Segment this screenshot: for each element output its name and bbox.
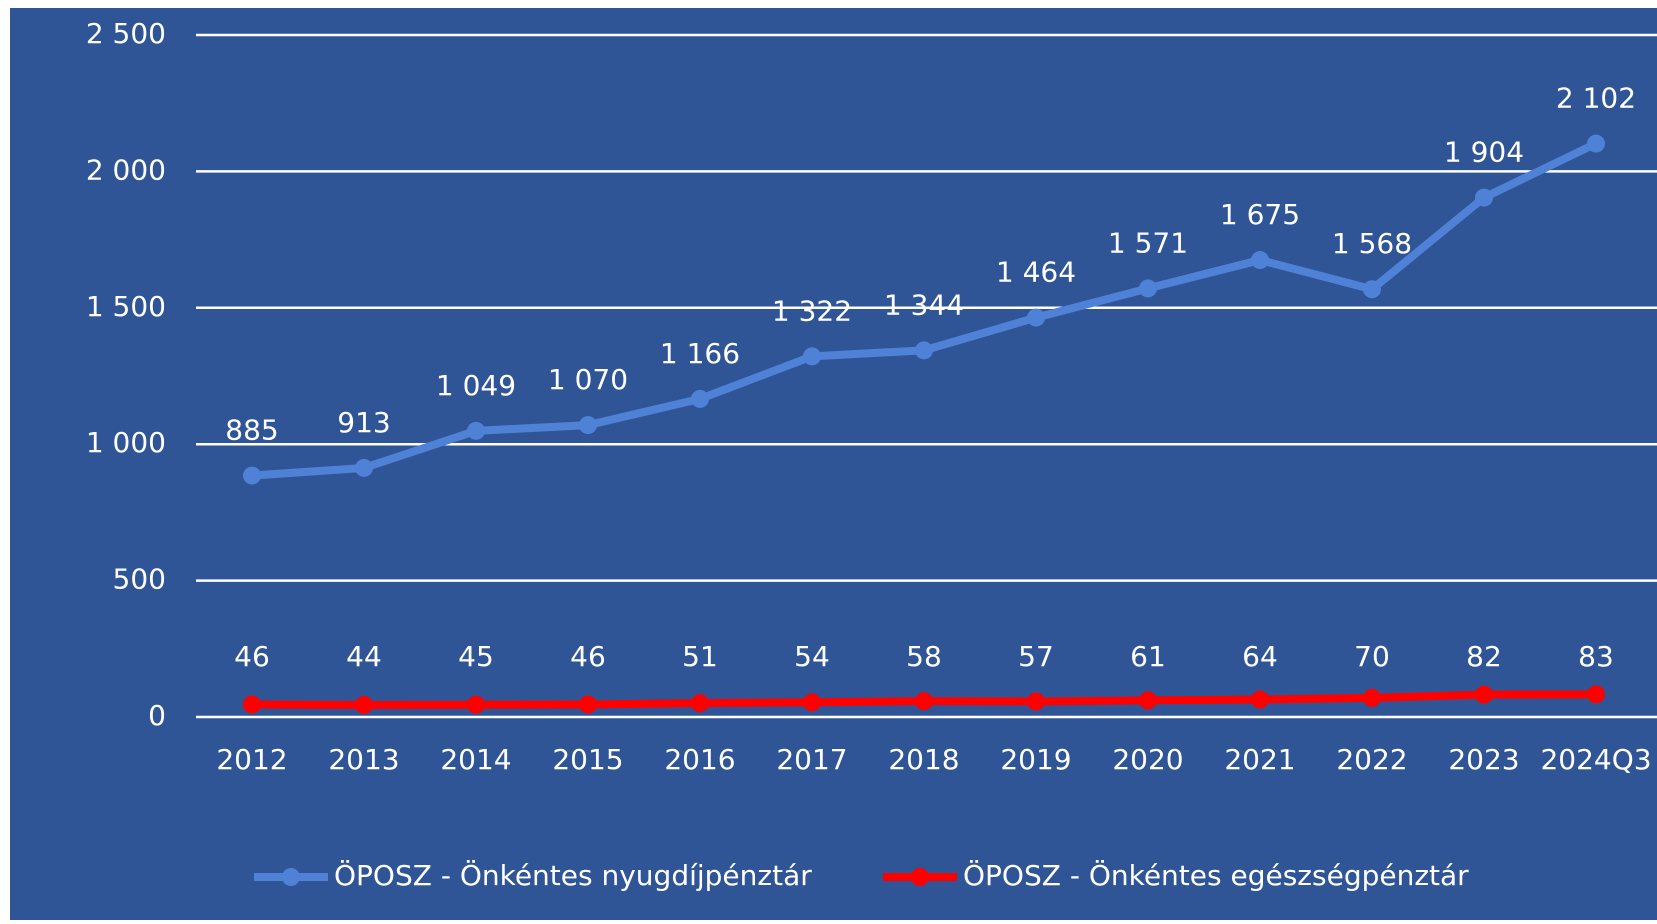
legend-marker <box>911 868 929 886</box>
data-point <box>1251 690 1269 709</box>
x-tick-label: 2014 <box>440 743 511 776</box>
legend-label: ÖPOSZ - Önkéntes nyugdíjpénztár <box>334 858 812 892</box>
data-label: 1 322 <box>772 294 852 327</box>
data-point <box>1139 691 1157 710</box>
data-point <box>1251 251 1269 270</box>
x-tick-label: 2020 <box>1112 743 1183 776</box>
x-tick-label: 2016 <box>664 743 735 776</box>
x-tick-label: 2017 <box>776 743 847 776</box>
data-label: 885 <box>225 414 278 447</box>
data-point <box>355 458 373 477</box>
data-point <box>579 416 597 435</box>
legend-marker <box>282 868 300 886</box>
data-label: 70 <box>1354 640 1390 673</box>
data-label: 1 166 <box>660 337 740 370</box>
x-tick-label: 2021 <box>1224 743 1295 776</box>
data-label: 58 <box>906 640 942 673</box>
data-label: 83 <box>1578 640 1614 673</box>
x-tick-label: 2013 <box>328 743 399 776</box>
data-label: 51 <box>682 640 718 673</box>
x-tick-label: 2015 <box>552 743 623 776</box>
data-label: 46 <box>234 640 270 673</box>
data-label: 54 <box>794 640 830 673</box>
data-label: 1 904 <box>1444 136 1524 169</box>
y-tick-label: 500 <box>113 563 166 596</box>
data-point <box>1027 308 1045 327</box>
data-label: 45 <box>458 640 494 673</box>
x-tick-label: 2022 <box>1336 743 1407 776</box>
data-point <box>915 692 933 711</box>
data-label: 1 344 <box>884 288 964 321</box>
data-point <box>1587 134 1605 153</box>
data-label: 2 102 <box>1556 82 1636 115</box>
y-tick-label: 1 500 <box>86 290 166 323</box>
data-point <box>691 389 709 408</box>
data-point <box>691 694 709 713</box>
data-label: 1 675 <box>1220 198 1300 231</box>
x-tick-label: 2012 <box>216 743 287 776</box>
data-label: 44 <box>346 640 382 673</box>
data-point <box>803 347 821 366</box>
data-point <box>243 695 261 714</box>
data-label: 913 <box>337 406 390 439</box>
data-label: 1 568 <box>1332 227 1412 260</box>
data-label: 1 464 <box>996 256 1076 289</box>
data-label: 82 <box>1466 640 1502 673</box>
data-point <box>579 695 597 714</box>
data-label: 61 <box>1130 640 1166 673</box>
y-tick-label: 2 500 <box>86 17 166 50</box>
y-tick-label: 2 000 <box>86 153 166 186</box>
data-label: 1 049 <box>436 369 516 402</box>
data-label: 64 <box>1242 640 1278 673</box>
data-point <box>1363 280 1381 299</box>
data-point <box>1363 688 1381 707</box>
data-point <box>803 693 821 712</box>
data-label: 57 <box>1018 640 1054 673</box>
x-tick-label: 2018 <box>888 743 959 776</box>
data-label: 1 571 <box>1108 226 1188 259</box>
data-point <box>1027 692 1045 711</box>
data-point <box>467 421 485 440</box>
data-point <box>243 466 261 485</box>
data-point <box>1139 279 1157 298</box>
x-tick-label: 2019 <box>1000 743 1071 776</box>
x-tick-label: 2023 <box>1448 743 1519 776</box>
data-point <box>355 695 373 714</box>
data-point <box>467 695 485 714</box>
data-label: 1 070 <box>548 363 628 396</box>
y-tick-label: 0 <box>148 699 166 732</box>
x-tick-label: 2024Q3 <box>1540 743 1651 776</box>
data-point <box>915 341 933 360</box>
chart-background <box>10 8 1657 920</box>
data-point <box>1475 685 1493 704</box>
legend-label: ÖPOSZ - Önkéntes egészségpénztár <box>963 858 1469 892</box>
data-point <box>1475 188 1493 207</box>
data-point <box>1587 685 1605 704</box>
data-label: 46 <box>570 640 606 673</box>
y-tick-label: 1 000 <box>86 426 166 459</box>
